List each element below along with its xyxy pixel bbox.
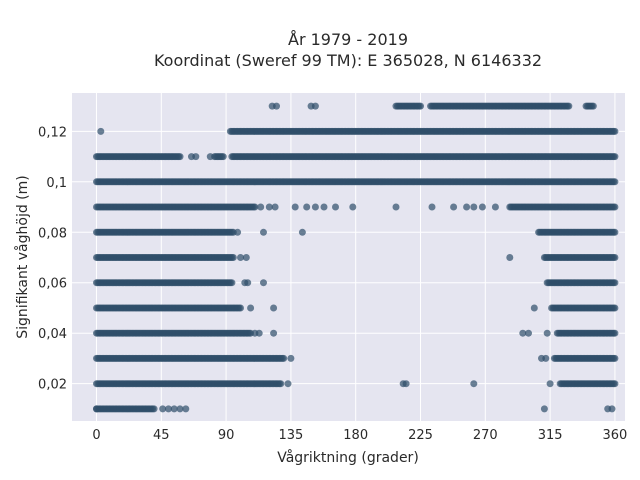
scatter-point xyxy=(611,329,619,337)
x-tick-label: 135 xyxy=(278,428,303,443)
scatter-point xyxy=(271,203,279,211)
scatter-point xyxy=(543,329,551,337)
scatter-point xyxy=(260,279,267,287)
y-tick-label: 0,12 xyxy=(38,125,67,140)
scatter-point xyxy=(255,329,263,337)
chart-title: År 1979 - 2019 xyxy=(288,30,408,49)
scatter-point xyxy=(280,354,288,362)
y-tick-label: 0,06 xyxy=(38,277,67,292)
scatter-point xyxy=(428,203,436,211)
scatter-point xyxy=(265,203,273,211)
x-tick-labels: 0 45 90 135 180 225 270 315 360 xyxy=(92,428,627,443)
scatter-point xyxy=(165,405,172,413)
scatter-point xyxy=(320,203,328,211)
scatter-point xyxy=(611,178,619,186)
scatter-point xyxy=(159,405,167,413)
x-tick-label: 180 xyxy=(343,428,368,443)
scatter-point xyxy=(450,203,458,211)
scatter-point xyxy=(176,405,184,413)
scatter-point xyxy=(611,380,619,388)
x-tick-label: 0 xyxy=(92,428,100,443)
scatter-point xyxy=(170,405,178,413)
scatter-point xyxy=(228,279,236,287)
scatter-point xyxy=(182,405,190,413)
scatter-point xyxy=(491,203,499,211)
y-tick-label: 0,1 xyxy=(46,176,67,191)
scatter-point xyxy=(611,153,619,161)
scatter-point xyxy=(287,354,295,362)
scatter-point xyxy=(311,102,319,110)
scatter-point xyxy=(242,254,250,261)
scatter-point xyxy=(540,405,548,413)
y-axis-label: Signifikant våghöjd (m) xyxy=(14,175,31,338)
scatter-point xyxy=(392,203,400,211)
scatter-point xyxy=(611,304,619,312)
scatter-point xyxy=(565,102,573,110)
scatter-point xyxy=(291,203,299,211)
scatter-point xyxy=(530,304,538,312)
scatter-point xyxy=(277,380,285,388)
scatter-point xyxy=(525,329,532,337)
scatter-point xyxy=(611,203,619,211)
scatter-point xyxy=(97,127,105,135)
scatter-point xyxy=(611,254,619,261)
scatter-point xyxy=(257,203,265,211)
scatter-point xyxy=(470,203,478,211)
scatter-point xyxy=(237,304,244,312)
scatter-point xyxy=(611,228,619,236)
scatter-point xyxy=(546,380,554,388)
scatter-point xyxy=(298,228,306,236)
scatter-point xyxy=(150,405,158,413)
x-tick-label: 315 xyxy=(538,428,563,443)
scatter-point xyxy=(247,304,255,312)
scatter-point xyxy=(542,354,550,362)
scatter-point xyxy=(519,329,527,337)
y-tick-label: 0,04 xyxy=(38,327,67,342)
x-tick-label: 270 xyxy=(473,428,498,443)
scatter-point xyxy=(237,254,244,261)
scatter-point xyxy=(270,304,278,312)
scatter-point xyxy=(260,228,267,236)
scatter-point xyxy=(234,228,242,236)
scatter-point xyxy=(192,153,200,161)
scatter-point xyxy=(463,203,471,211)
scatter-point xyxy=(611,354,619,362)
x-axis-label: Vågriktning (grader) xyxy=(277,449,419,466)
scatter-point xyxy=(589,102,597,110)
data-points xyxy=(93,102,619,413)
scatter-point xyxy=(206,153,214,161)
scatter-point xyxy=(93,405,100,413)
scatter-point xyxy=(244,279,252,287)
scatter-point xyxy=(273,102,280,110)
scatter-point xyxy=(229,254,237,261)
scatter-point xyxy=(506,254,514,261)
scatter-point xyxy=(270,329,278,337)
y-tick-label: 0,02 xyxy=(38,378,67,393)
scatter-point xyxy=(611,127,619,135)
scatter-point xyxy=(311,203,319,211)
scatter-point xyxy=(251,203,259,211)
y-tick-labels: 0,02 0,04 0,06 0,08 0,1 0,12 xyxy=(38,125,67,392)
scatter-point xyxy=(611,279,619,287)
x-tick-label: 45 xyxy=(153,428,170,443)
scatter-point xyxy=(284,380,292,388)
scatter-point xyxy=(332,203,339,211)
y-tick-label: 0,08 xyxy=(38,226,67,241)
scatter-point xyxy=(176,153,184,161)
chart-subtitle: Koordinat (Sweref 99 TM): E 365028, N 61… xyxy=(154,51,542,70)
x-tick-label: 225 xyxy=(408,428,433,443)
x-tick-label: 360 xyxy=(603,428,628,443)
scatter-point xyxy=(303,203,311,211)
scatter-point xyxy=(219,153,227,161)
scatter-point xyxy=(470,380,478,388)
scatter-point xyxy=(349,203,357,211)
x-tick-label: 90 xyxy=(218,428,235,443)
scatter-point xyxy=(417,102,424,110)
scatter-point xyxy=(608,405,616,413)
scatter-point xyxy=(478,203,486,211)
scatter-point xyxy=(402,380,410,388)
